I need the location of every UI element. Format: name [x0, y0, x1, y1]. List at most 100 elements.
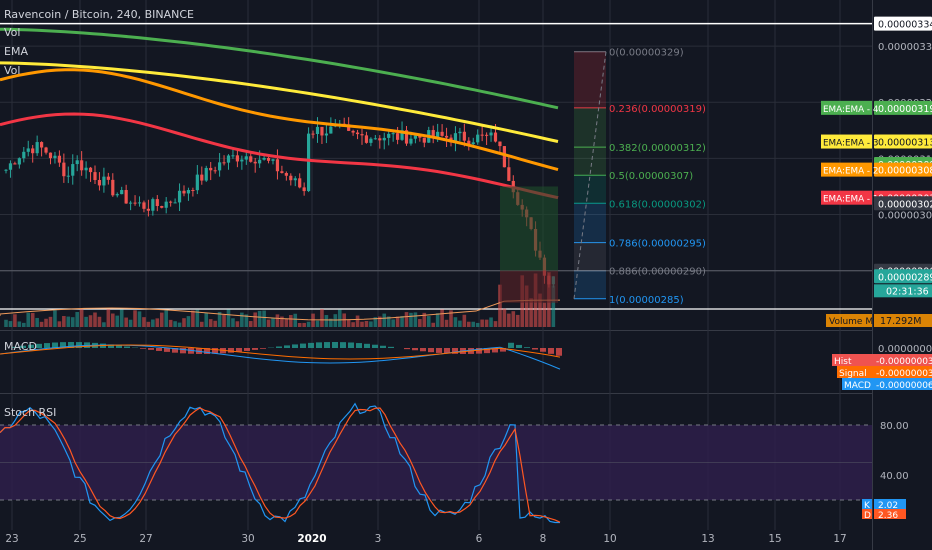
macd-name-label: MACD: [844, 381, 871, 391]
candle-body: [17, 158, 21, 165]
candle-body: [266, 157, 271, 161]
macd-histogram-bar: [436, 348, 442, 353]
volume-bar: [511, 311, 516, 327]
candle-body: [436, 131, 440, 138]
legend-vol[interactable]: Vol: [4, 26, 21, 39]
volume-bar: [266, 319, 271, 327]
price-badge: [874, 16, 932, 31]
macd-y-tick: 0.00000000: [878, 344, 932, 355]
candle-body: [493, 132, 498, 142]
candle-body: [315, 126, 320, 135]
candle-body: [485, 134, 489, 136]
macd-histogram-bar: [36, 343, 42, 348]
candle-body: [40, 142, 44, 148]
candle-body: [204, 167, 208, 181]
candle-body: [222, 162, 226, 164]
price-badge-value: 0.00000308: [878, 166, 932, 177]
volume-bar: [324, 315, 329, 327]
candle-body: [151, 199, 155, 211]
candle-body: [129, 202, 133, 204]
volume-bar: [551, 285, 556, 327]
ema-name-label: EMA:EMA - 1: [823, 195, 879, 205]
volume-bar: [164, 310, 168, 327]
macd-histogram-bar: [12, 346, 18, 348]
volume-bar: [435, 313, 440, 327]
volume-bar: [48, 316, 53, 327]
candle-body: [133, 202, 137, 204]
macd-histogram-bar: [44, 343, 50, 348]
volume-bar: [395, 316, 400, 327]
ema-name-badge: [821, 190, 872, 205]
volume-bar: [200, 321, 204, 327]
candle-body: [404, 130, 409, 144]
volume-bar: [262, 310, 266, 327]
volume-bar: [422, 312, 427, 327]
stoch-value-label: 2.02: [878, 501, 898, 511]
price-badge: [874, 269, 932, 284]
stoch-k-line: [0, 402, 560, 524]
volume-bar: [409, 312, 413, 327]
ema-line: [0, 68, 559, 172]
ema-name-badge: [821, 162, 872, 177]
price-badge-value: 0.00000313: [878, 138, 932, 149]
candle-body: [88, 167, 93, 173]
volume-bar: [498, 284, 502, 327]
price-badge-value: 0.00000319: [878, 104, 932, 115]
macd-histogram-bar: [204, 348, 210, 354]
volume-bar: [115, 315, 120, 327]
fib-level-label: 0.382(0.00000312): [609, 143, 706, 154]
macd-histogram-bar: [292, 344, 298, 348]
volume-bar: [493, 321, 498, 327]
volume-bar: [449, 310, 453, 327]
macd-histogram-bar: [276, 346, 282, 348]
volume-bar: [271, 318, 275, 327]
candle-body: [137, 202, 142, 204]
volume-bar: [133, 310, 137, 327]
candle-body: [280, 171, 284, 174]
candle-body: [209, 167, 213, 171]
fibonacci-retracement[interactable]: 0(0.00000329) 0.236(0.00000319) 0.382(0.00…: [500, 48, 706, 306]
legend-vol-2[interactable]: Vol: [4, 64, 21, 77]
volume-bar: [360, 321, 364, 327]
macd-histogram-bar: [508, 342, 514, 348]
macd-histogram-bar: [20, 345, 26, 348]
macd-histogram-bar: [388, 346, 394, 348]
macd-histogram-bar: [140, 348, 146, 349]
candle-body: [231, 155, 235, 157]
volume-bar: [231, 318, 235, 327]
volume-bar: [84, 316, 88, 327]
candle-body: [35, 142, 39, 154]
candle-body: [387, 133, 391, 138]
volume-bar: [173, 321, 177, 327]
volume-bar: [386, 316, 391, 327]
volume-bar: [542, 302, 547, 327]
volume-bar: [293, 313, 298, 327]
macd-histogram-bar: [532, 348, 538, 350]
legend-ema[interactable]: EMA: [4, 45, 28, 58]
macd-name-badge: [832, 354, 874, 366]
macd-histogram-bar: [164, 348, 170, 352]
volume-bar: [329, 318, 333, 327]
volume-bar: [404, 312, 409, 327]
candle-body: [489, 132, 493, 136]
volume-ma-badge: [826, 314, 872, 327]
volume-bar: [106, 309, 111, 327]
macd-value-badge: [874, 366, 932, 378]
volume-bar: [253, 312, 257, 327]
candle-body: [347, 124, 351, 131]
candle-body: [124, 190, 128, 204]
volume-bar: [195, 309, 200, 327]
candle-body: [173, 202, 177, 204]
macd-histogram-bar: [52, 342, 58, 348]
candle-body: [284, 173, 288, 176]
macd-histogram-bar: [548, 348, 554, 354]
macd-value-label: -0.00000003: [876, 357, 932, 367]
x-tick-label: 30: [241, 533, 254, 545]
candle-body: [360, 134, 364, 136]
candle-body: [66, 175, 70, 177]
candle-body: [373, 138, 377, 140]
macd-histogram-bar: [420, 348, 426, 352]
volume-bar: [418, 319, 422, 327]
candle-body: [177, 190, 182, 203]
